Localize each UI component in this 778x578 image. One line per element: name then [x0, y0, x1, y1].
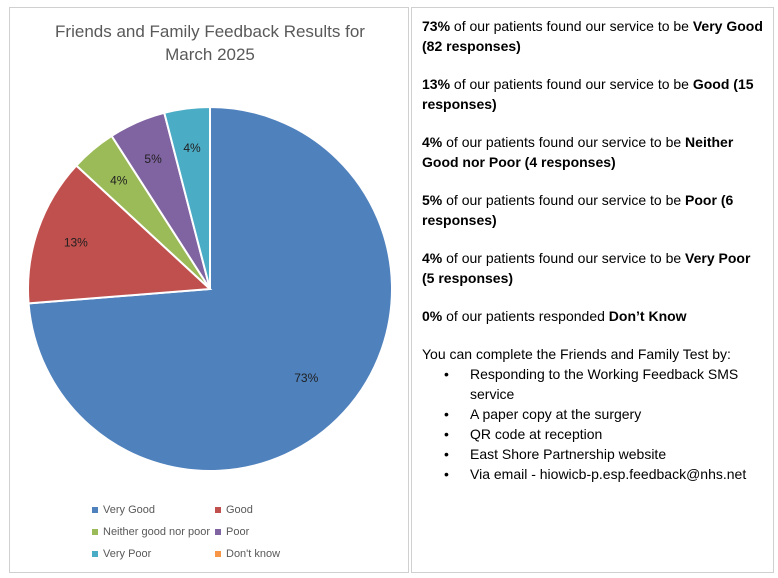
legend-item-poor: Poor: [215, 526, 249, 538]
legend-label: Very Good: [103, 504, 155, 516]
pie-slice-very-poor: [163, 105, 211, 290]
summary-percent: 73%: [422, 18, 451, 34]
chart-title-line-2: March 2025: [165, 45, 255, 64]
summary-panel: 73% of our patients found our service to…: [411, 7, 774, 573]
summary-list: 73% of our patients found our service to…: [422, 16, 763, 326]
legend-item-neither-good-nor-poor: Neither good nor poor: [92, 526, 210, 538]
summary-rating: Very Poor (5 responses): [422, 250, 751, 286]
chart-title-line-1: Friends and Family Feedback Results for: [55, 22, 365, 41]
pie-slice-good: [27, 164, 213, 305]
chart-legend: Very Good Good Neither good nor poor Poor Ve…: [10, 502, 410, 570]
summary-percent: 4%: [422, 250, 443, 266]
legend-swatch: [215, 529, 221, 535]
chart-panel: Friends and Family Feedback Results for …: [9, 7, 409, 573]
pie-chart: 73% 13% 4% 5% 4%: [27, 105, 393, 472]
legend-label: Neither good nor poor: [103, 526, 211, 538]
legend-label: Very Poor: [103, 548, 152, 560]
summary-paragraph: 73% of our patients found our service to…: [422, 16, 763, 56]
summary-percent: 0%: [422, 308, 443, 324]
how-list-item: Responding to the Working Feedback SMS s…: [422, 364, 763, 404]
summary-text: of our patients found our service to be: [442, 134, 686, 150]
summary-percent: 13%: [422, 76, 451, 92]
legend-item-very-good: Very Good: [92, 504, 155, 516]
slice-label-very-poor: 4%: [183, 141, 201, 155]
summary-rating: Poor (6 responses): [422, 192, 734, 228]
summary-text: of our patients found our service to be: [442, 192, 686, 208]
slice-label-poor: 5%: [144, 152, 162, 166]
how-to-complete-list: Responding to the Working Feedback SMS s…: [422, 364, 763, 484]
legend-label: Good: [226, 504, 253, 516]
how-to-complete-title: You can complete the Friends and Family …: [422, 346, 731, 362]
summary-paragraph: 4% of our patients found our service to …: [422, 248, 763, 288]
legend-label: Poor: [226, 526, 250, 538]
legend-swatch: [215, 507, 221, 513]
summary-text: of our patients found our service to be: [450, 76, 693, 92]
legend-item-very-poor: Very Poor: [92, 548, 151, 560]
summary-paragraph: 4% of our patients found our service to …: [422, 132, 763, 172]
summary-text: of our patients responded: [442, 308, 609, 324]
slice-label-very-good: 73%: [294, 371, 318, 385]
how-list-item: QR code at reception: [422, 424, 763, 444]
slice-label-good: 13%: [64, 236, 88, 250]
summary-rating: Very Good (82 responses): [422, 18, 763, 54]
summary-text: of our patients found our service to be: [442, 250, 686, 266]
how-list-item: East Shore Partnership website: [422, 444, 763, 464]
how-list-item: Via email - hiowicb-p.esp.feedback@nhs.n…: [422, 464, 763, 484]
legend-item-good: Good: [215, 504, 253, 516]
summary-rating: Neither Good nor Poor (4 responses): [422, 134, 734, 170]
summary-percent: 5%: [422, 192, 443, 208]
legend-swatch: [92, 507, 98, 513]
summary-rating: Don’t Know: [608, 308, 687, 324]
legend-swatch: [92, 551, 98, 557]
summary-paragraph: 13% of our patients found our service to…: [422, 74, 763, 114]
legend-item-don-t-know: Don't know: [215, 548, 280, 560]
legend-swatch: [215, 551, 221, 557]
summary-paragraph: 5% of our patients found our service to …: [422, 190, 763, 230]
summary-percent: 4%: [422, 134, 443, 150]
slice-label-neither-good-nor-poor: 4%: [110, 173, 128, 187]
summary-text: of our patients found our service to be: [450, 18, 693, 34]
summary-rating: Good (15 responses): [422, 76, 754, 112]
legend-label: Don't know: [226, 548, 281, 560]
summary-paragraph: 0% of our patients responded Don’t Know: [422, 306, 763, 326]
how-list-item: A paper copy at the surgery: [422, 404, 763, 424]
legend-swatch: [92, 529, 98, 535]
